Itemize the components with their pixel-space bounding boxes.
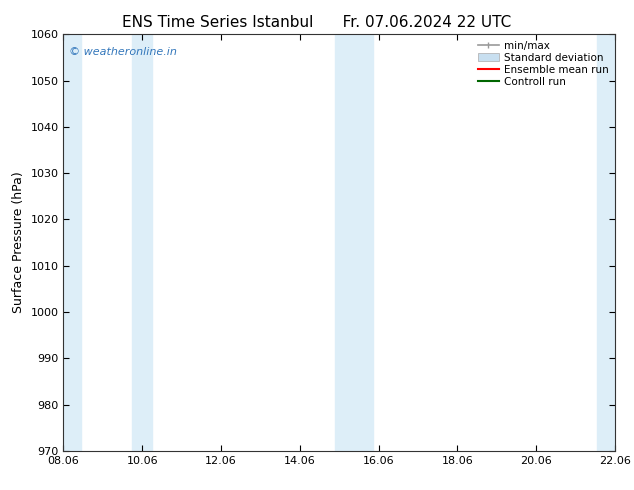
Bar bbox=[63, 34, 81, 451]
Y-axis label: Surface Pressure (hPa): Surface Pressure (hPa) bbox=[12, 172, 25, 314]
Legend: min/max, Standard deviation, Ensemble mean run, Controll run: min/max, Standard deviation, Ensemble me… bbox=[475, 37, 612, 90]
Bar bbox=[133, 34, 152, 451]
Text: ENS Time Series Istanbul      Fr. 07.06.2024 22 UTC: ENS Time Series Istanbul Fr. 07.06.2024 … bbox=[122, 15, 512, 30]
Bar bbox=[335, 34, 373, 451]
Bar bbox=[597, 34, 615, 451]
Text: © weatheronline.in: © weatheronline.in bbox=[69, 47, 177, 57]
